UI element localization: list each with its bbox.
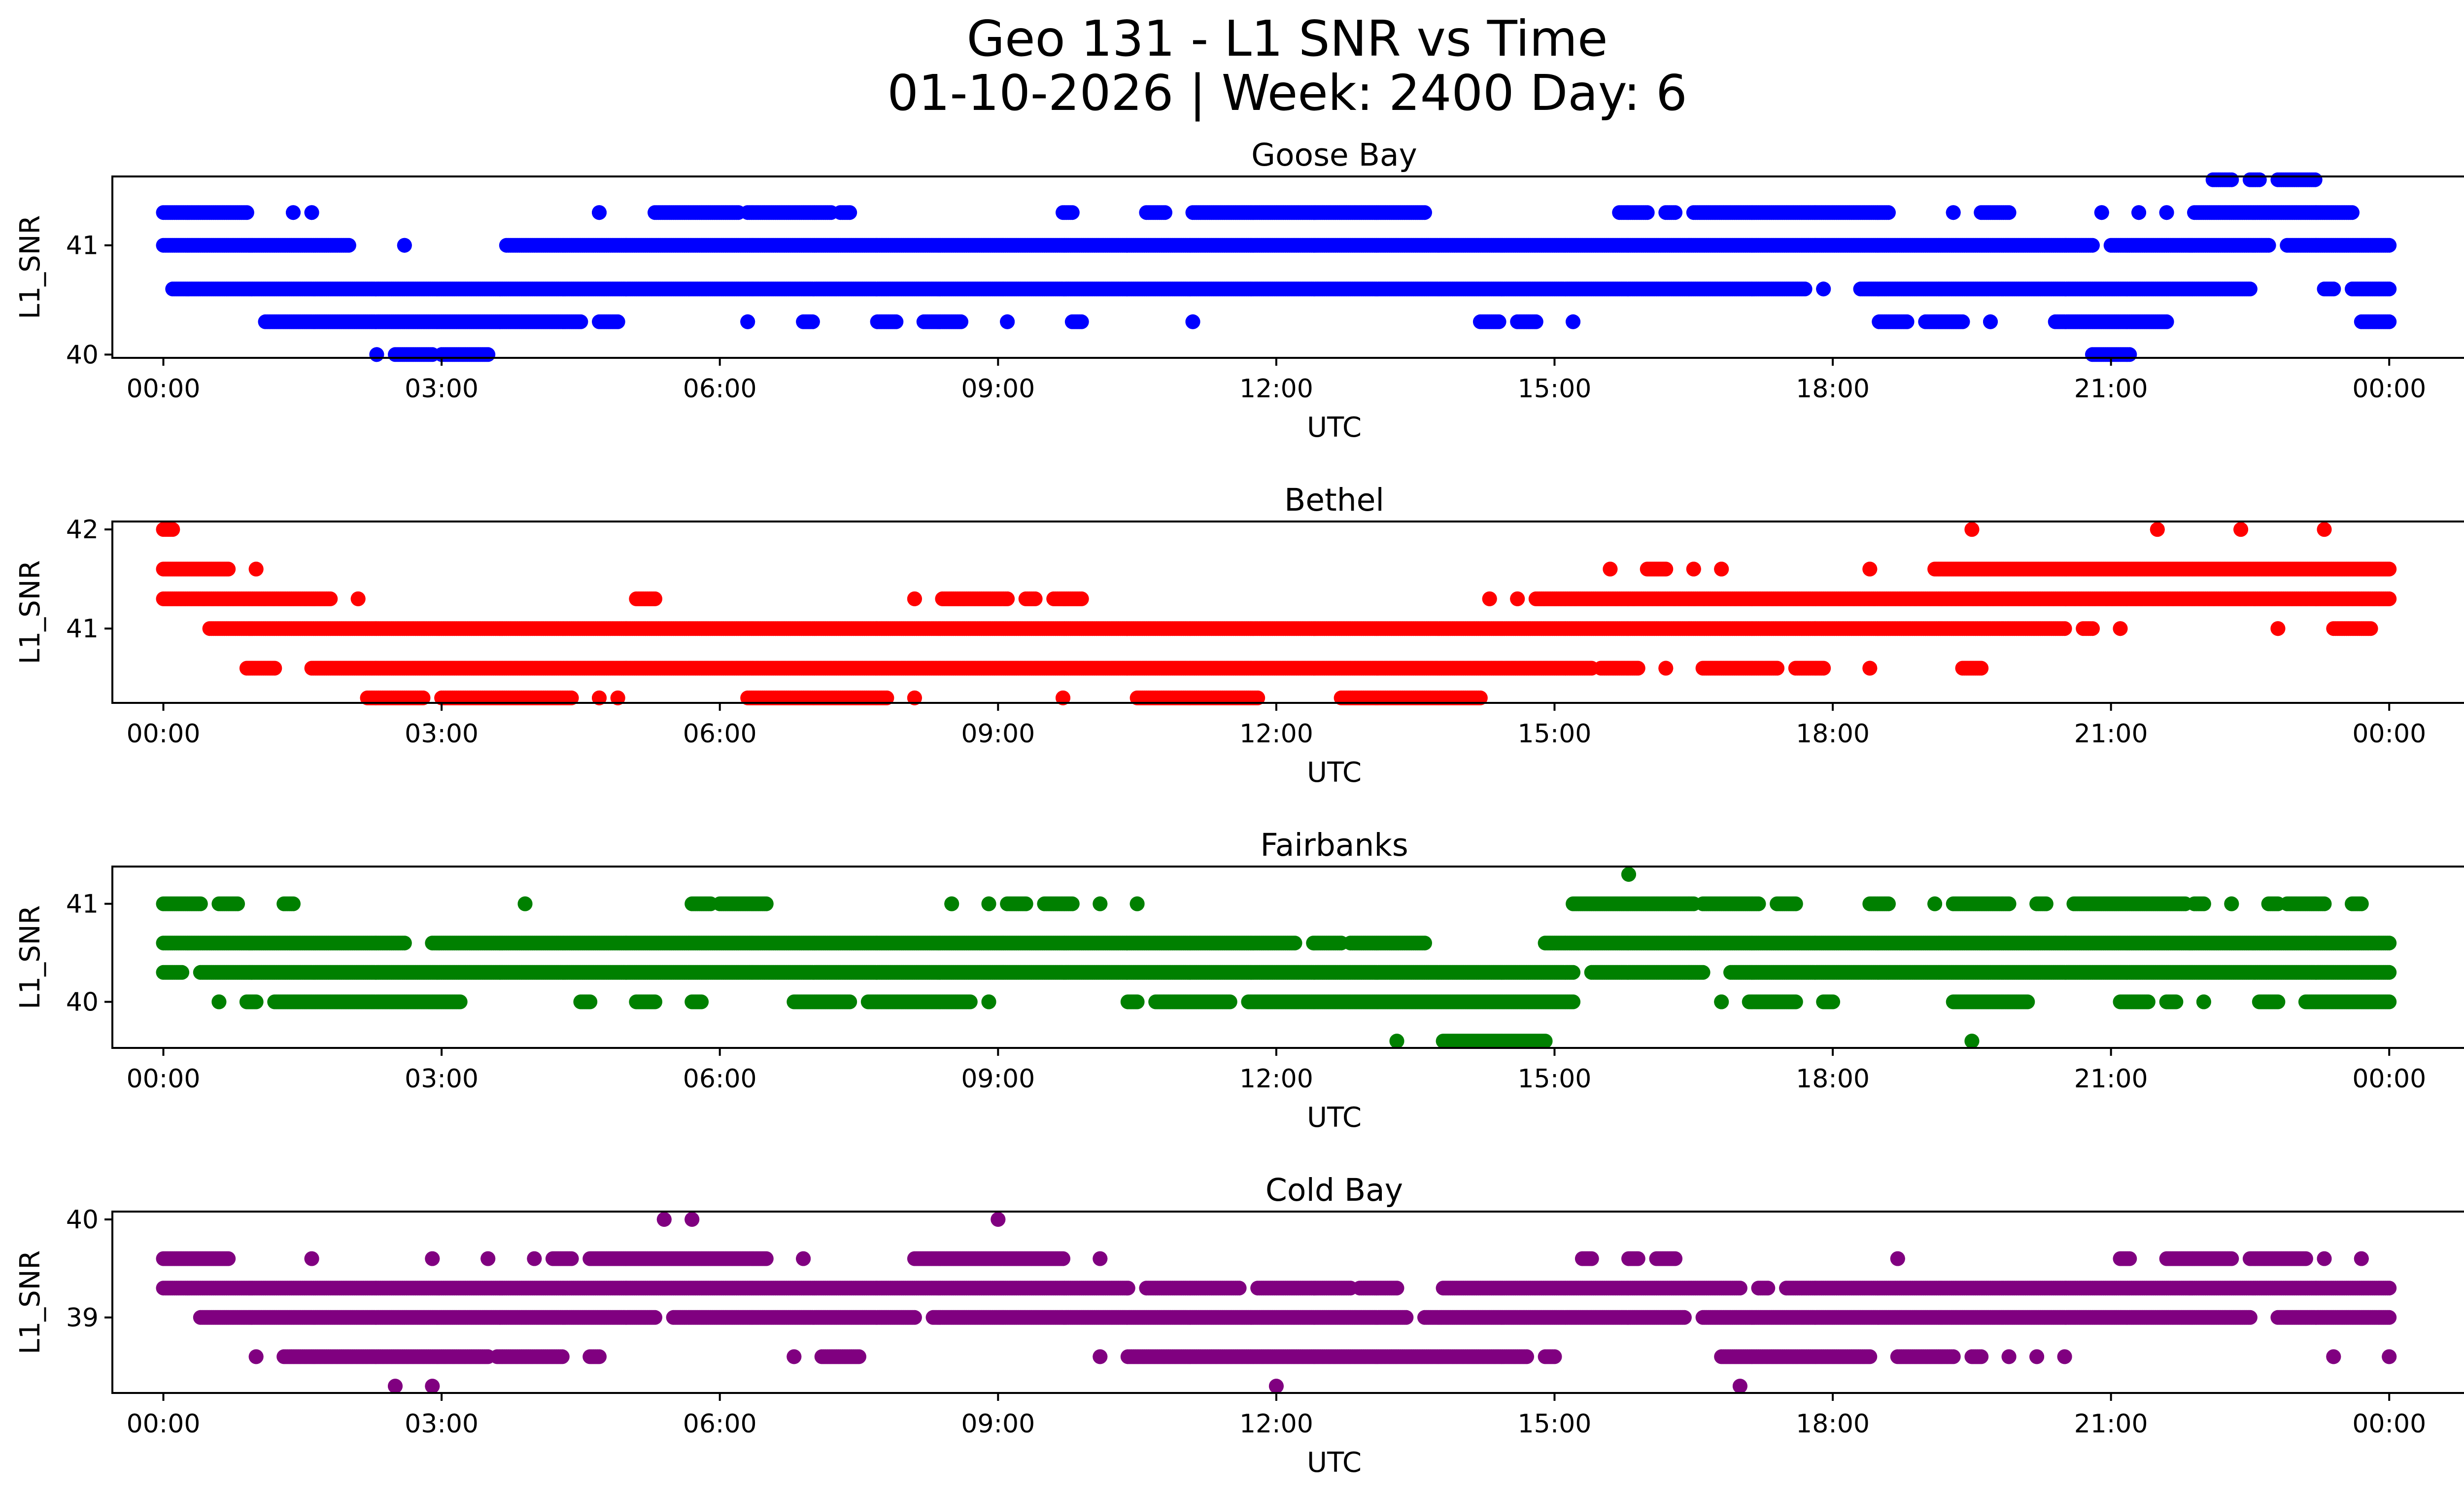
data-point	[2345, 205, 2360, 220]
data-point	[1074, 314, 1089, 329]
data-point	[648, 591, 662, 606]
data-point	[397, 238, 412, 253]
x-tick-label: 21:00	[2074, 374, 2148, 404]
data-point	[610, 314, 625, 329]
y-axis-label: L1_SNR	[14, 215, 46, 319]
data-point	[2159, 314, 2174, 329]
data-point	[1185, 314, 1200, 329]
data-point	[221, 561, 236, 577]
data-point	[2382, 314, 2397, 329]
data-point	[323, 591, 338, 606]
y-tick-label: 40	[66, 340, 99, 370]
data-point	[1528, 314, 1543, 329]
data-point	[592, 205, 607, 220]
data-point	[1074, 591, 1089, 606]
data-point	[2326, 281, 2341, 297]
data-point	[1158, 205, 1172, 220]
subplots: Goose Bay 00:00 03:00 06:00 09:00 12:00 15:00 1…	[14, 137, 2464, 1479]
data-point	[2131, 205, 2147, 220]
scatter-series	[156, 172, 2397, 362]
data-point	[1797, 281, 1813, 297]
figure-title-line2: 01-10-2026 | Week: 2400 Day: 6	[887, 64, 1687, 122]
data-point	[1946, 205, 1961, 220]
data-point	[740, 314, 755, 329]
figure-title-line1: Geo 131 - L1 SNR vs Time	[967, 10, 1608, 68]
data-point	[1658, 561, 1674, 577]
data-point	[1510, 591, 1525, 606]
data-point	[2085, 238, 2100, 253]
data-point	[165, 522, 180, 537]
data-point	[1862, 561, 1878, 577]
data-point	[2252, 172, 2267, 187]
data-point	[1668, 205, 1683, 220]
data-point	[1964, 522, 1980, 537]
data-point	[1417, 205, 1432, 220]
data-point	[2122, 347, 2137, 362]
y-tick-label: 41	[66, 231, 99, 261]
data-point	[2382, 238, 2397, 253]
data-point	[1640, 205, 1655, 220]
x-tick-label: 09:00	[961, 374, 1035, 404]
subplot-title: Goose Bay	[1251, 137, 1417, 173]
data-point	[239, 205, 254, 220]
data-point	[1686, 561, 1701, 577]
data-point	[2382, 281, 2397, 297]
data-point	[369, 347, 384, 362]
data-point	[1482, 591, 1497, 606]
data-point	[1603, 561, 1618, 577]
data-point	[2094, 205, 2109, 220]
x-tick-label: 00:00	[2352, 374, 2426, 404]
x-axis-label: UTC	[1307, 412, 1362, 444]
data-point	[2001, 205, 2017, 220]
data-point	[2159, 205, 2174, 220]
data-point	[907, 591, 922, 606]
data-point	[2224, 172, 2239, 187]
data-point	[1816, 281, 1831, 297]
data-point	[1000, 591, 1015, 606]
data-point	[2242, 281, 2258, 297]
data-point	[805, 314, 820, 329]
data-point	[1714, 561, 1729, 577]
data-point	[341, 238, 356, 253]
data-point	[1027, 591, 1043, 606]
data-point	[2150, 522, 2165, 537]
x-tick-label: 03:00	[405, 374, 479, 404]
data-point	[2307, 172, 2323, 187]
subplot-title: Bethel	[1284, 482, 1384, 518]
data-point	[2233, 522, 2249, 537]
data-point	[573, 314, 588, 329]
x-tick-label: 18:00	[1796, 374, 1870, 404]
data-point	[1955, 314, 1970, 329]
data-point	[2261, 238, 2276, 253]
data-point	[954, 314, 968, 329]
data-point	[842, 205, 857, 220]
data-point	[304, 205, 319, 220]
data-point	[1491, 314, 1506, 329]
subplot-0: Goose Bay 00:00 03:00 06:00 09:00 12:00 15:00 1…	[14, 137, 2464, 444]
data-point	[248, 561, 264, 577]
data-point	[889, 314, 904, 329]
data-point	[350, 591, 366, 606]
data-point	[286, 205, 301, 220]
data-point	[1899, 314, 1915, 329]
x-tick-label: 00:00	[127, 374, 201, 404]
data-point	[1000, 314, 1015, 329]
data-point	[2382, 591, 2397, 606]
data-point	[2317, 522, 2332, 537]
x-tick-label: 15:00	[1518, 374, 1592, 404]
data-point	[1881, 205, 1896, 220]
data-point	[1064, 205, 1080, 220]
data-point	[1566, 314, 1581, 329]
data-point	[480, 347, 496, 362]
x-tick-label: 06:00	[683, 374, 757, 404]
x-tick-label: 12:00	[1239, 374, 1313, 404]
data-point	[1983, 314, 1998, 329]
data-point	[2382, 561, 2397, 577]
